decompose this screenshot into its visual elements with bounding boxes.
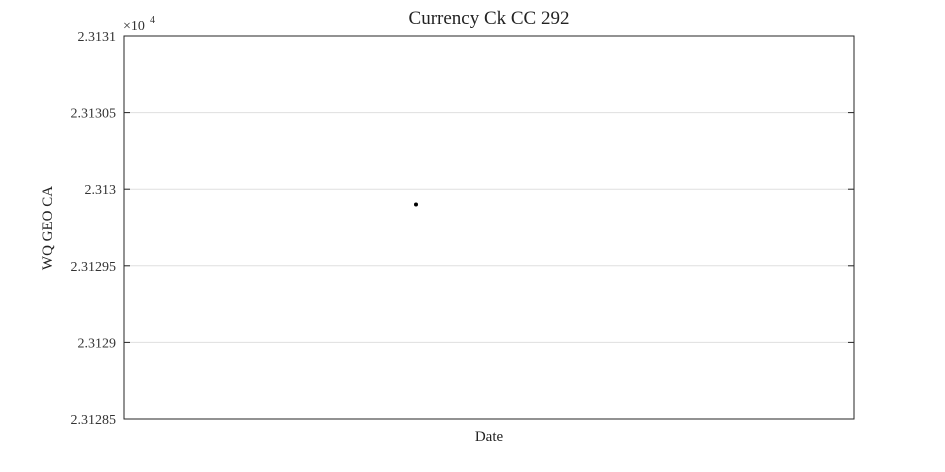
y-tick-label: 2.31285 bbox=[71, 413, 117, 428]
exponent-power: 4 bbox=[150, 15, 155, 26]
plot-area-frame bbox=[123, 35, 855, 420]
grid-lines bbox=[124, 112, 854, 343]
y-tick-label: 2.31295 bbox=[71, 260, 117, 275]
exponent-base: ×10 bbox=[123, 19, 145, 34]
data-point bbox=[414, 202, 418, 207]
y-tick-label: 2.313 bbox=[85, 183, 117, 198]
chart-title: Currency Ck CC 292 bbox=[409, 8, 570, 29]
y-tick-label: 2.31305 bbox=[71, 107, 117, 122]
y-axis-label: WQ GEO CA bbox=[40, 186, 56, 270]
y-tick-label: 2.3129 bbox=[78, 336, 117, 351]
x-axis-label: Date bbox=[475, 429, 504, 445]
data-points bbox=[414, 202, 418, 207]
y-exponent-label: ×10 4 bbox=[123, 15, 155, 34]
y-tick-label: 2.3131 bbox=[78, 30, 117, 45]
y-ticks: 2.31285 2.3129 2.31295 2.313 2.31305 2.3131 bbox=[71, 30, 854, 428]
